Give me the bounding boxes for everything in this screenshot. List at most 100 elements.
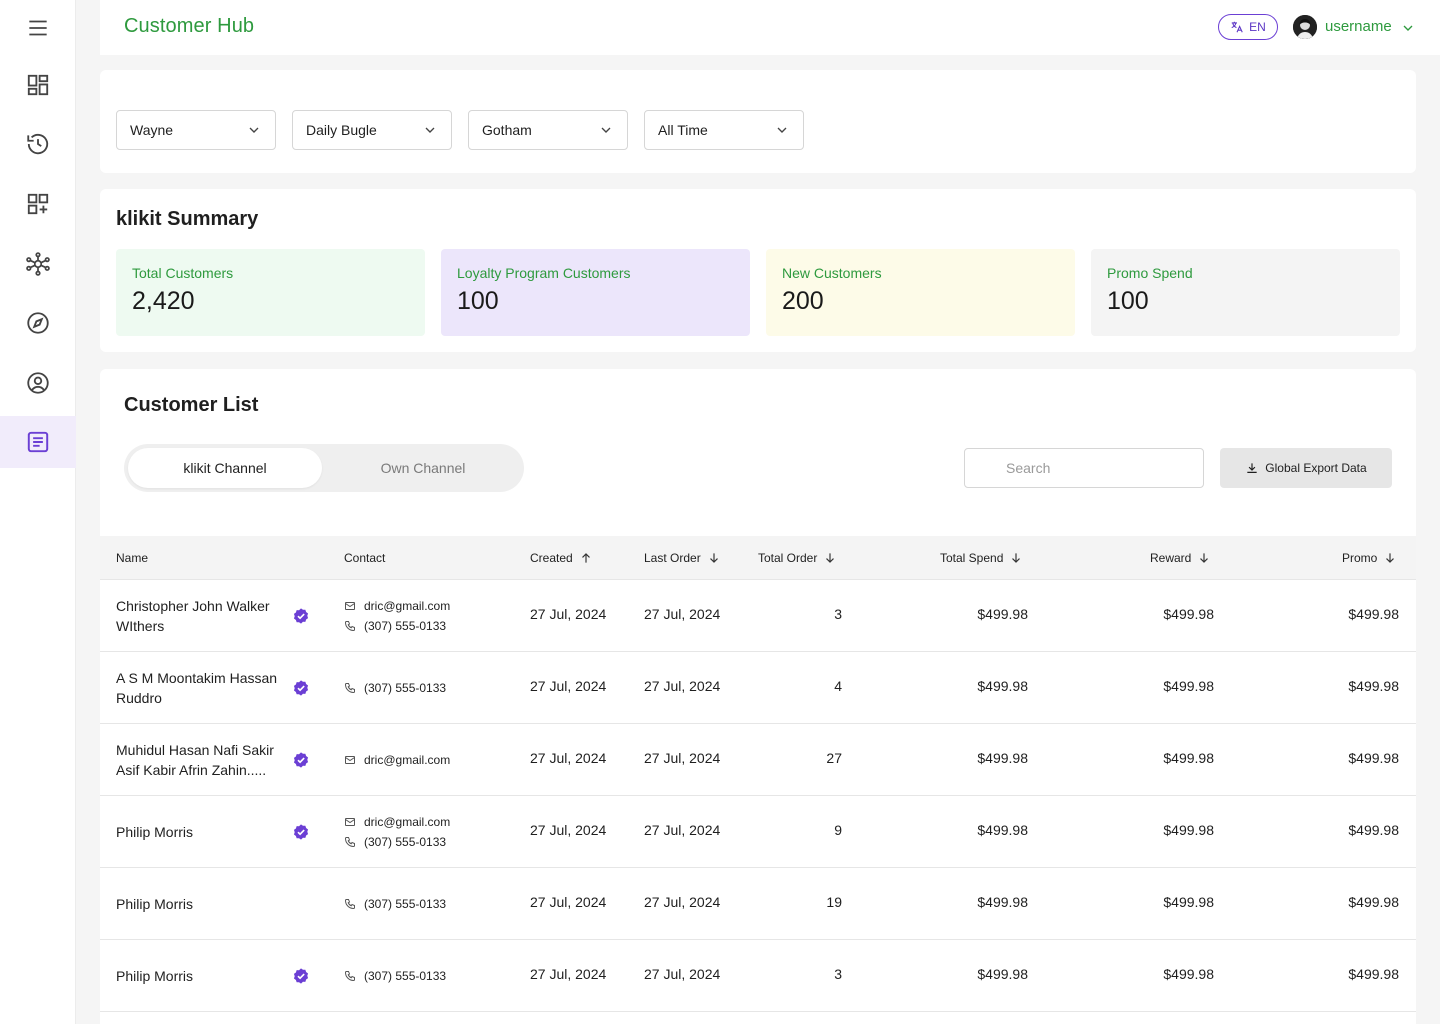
customer-phone: (307) 555-0133	[364, 619, 447, 633]
column-created[interactable]: Created	[530, 536, 593, 580]
stat-new-customers: New Customers 200	[766, 249, 1075, 336]
column-last-order[interactable]: Last Order	[644, 536, 721, 580]
total-spend: $499.98	[977, 750, 1028, 766]
last-order-date: 27 Jul, 2024	[644, 894, 721, 910]
customer-phone: (307) 555-0133	[364, 897, 447, 911]
column-label: Name	[116, 551, 149, 565]
menu-toggle-button[interactable]	[0, 2, 76, 54]
phone-icon	[344, 621, 355, 632]
customer-contact: dric@gmail.com	[344, 750, 450, 770]
contact-line: (307) 555-0133	[344, 894, 446, 914]
chevron-down-icon	[249, 127, 259, 133]
column-reward[interactable]: Reward	[1150, 536, 1211, 580]
created-date: 27 Jul, 2024	[530, 966, 607, 982]
total-spend: $499.98	[977, 822, 1028, 838]
total-order: 19	[826, 894, 842, 910]
tab-own-channel[interactable]: Own Channel	[380, 460, 466, 476]
username[interactable]: username	[1325, 18, 1392, 35]
created-date: 27 Jul, 2024	[530, 750, 607, 766]
export-label: Global Export Data	[1265, 461, 1367, 475]
topbar: Customer Hub EN username	[100, 0, 1440, 55]
table-row[interactable]: Muhidul Hasan Nafi Sakir Asif Kabir Afri…	[100, 724, 1416, 796]
reward: $499.98	[1163, 822, 1214, 838]
promo: $499.98	[1348, 822, 1399, 838]
mail-icon	[345, 602, 355, 610]
total-order: 3	[834, 966, 842, 982]
dashboard-icon	[27, 74, 49, 96]
last-order-date: 27 Jul, 2024	[644, 750, 721, 766]
sidebar-item-history[interactable]	[0, 118, 76, 170]
language-switcher[interactable]: EN	[1218, 14, 1278, 40]
total-spend: $499.98	[977, 966, 1028, 982]
summary-title: klikit Summary	[116, 208, 259, 230]
table-row[interactable]: Philip Morris (307) 555-0133 27 Jul, 2024 2…	[100, 868, 1416, 940]
column-promo[interactable]: Promo	[1342, 536, 1397, 580]
summary-card: klikit Summary Total Customers 2,420 Loy…	[100, 189, 1416, 352]
brand-filter-select[interactable]: Wayne	[116, 110, 276, 150]
download-icon	[1247, 463, 1257, 473]
customer-phone: (307) 555-0133	[364, 835, 447, 849]
channel-tabs: klikit Channel Own Channel	[124, 444, 524, 492]
column-label: Created	[530, 551, 573, 565]
created-date: 27 Jul, 2024	[530, 678, 607, 694]
sidebar-item-profile[interactable]	[0, 357, 76, 409]
customer-contact: (307) 555-0133	[344, 966, 446, 986]
business-filter-select[interactable]: Daily Bugle	[292, 110, 452, 150]
column-label: Last Order	[644, 551, 701, 565]
phone-icon	[344, 837, 355, 848]
tab-klikit-channel[interactable]: klikit Channel	[128, 448, 322, 488]
promo: $499.98	[1348, 966, 1399, 982]
customer-phone: (307) 555-0133	[364, 969, 447, 983]
user-circle-icon	[27, 372, 49, 394]
avatar[interactable]	[1293, 15, 1317, 39]
global-export-button[interactable]: Global Export Data	[1220, 448, 1392, 488]
column-total-spend[interactable]: Total Spend	[940, 536, 1023, 580]
reward: $499.98	[1163, 894, 1214, 910]
mail-icon	[345, 818, 355, 826]
search-input[interactable]: Search	[964, 448, 1204, 488]
column-label: Reward	[1150, 551, 1192, 565]
customer-name: Philip Morris	[116, 824, 194, 840]
table-row[interactable]: Philip Morris dric@gmail.com (307) 555-013…	[100, 796, 1416, 868]
phone-icon	[344, 683, 355, 694]
created-date: 27 Jul, 2024	[530, 606, 607, 622]
date-range-filter-select[interactable]: All Time	[644, 110, 804, 150]
column-total-order[interactable]: Total Order	[758, 536, 837, 580]
table-row[interactable]: A S M Moontakim Hassan Ruddro (307) 555-0…	[100, 652, 1416, 724]
arrow-down-icon	[709, 553, 718, 563]
sidebar-item-explore[interactable]	[0, 297, 76, 349]
created-date: 27 Jul, 2024	[530, 894, 607, 910]
customer-list-card: Customer List klikit Channel Own Channel…	[100, 369, 1416, 1024]
stat-value: 100	[1107, 287, 1149, 315]
contact-line: (307) 555-0133	[344, 678, 446, 698]
customer-contact: (307) 555-0133	[344, 678, 446, 698]
stat-value: 2,420	[132, 287, 195, 315]
total-spend: $499.98	[977, 894, 1028, 910]
total-spend: $499.98	[977, 678, 1028, 694]
location-filter-select[interactable]: Gotham	[468, 110, 628, 150]
translate-icon	[1231, 21, 1243, 33]
stat-label: Total Customers	[132, 265, 234, 281]
table-row[interactable]: Philip Morris (307) 555-0133 27 Jul, 2024 2…	[100, 940, 1416, 1012]
app-title: Customer Hub	[124, 15, 255, 37]
verified-badge-icon	[293, 608, 309, 624]
phone-icon	[344, 899, 355, 910]
sidebar-item-customers[interactable]	[0, 416, 76, 468]
reward: $499.98	[1163, 750, 1214, 766]
customer-name: Philip Morris	[116, 968, 194, 984]
customer-email: dric@gmail.com	[364, 753, 451, 767]
column-contact: Contact	[344, 536, 385, 580]
mail-icon	[345, 756, 355, 764]
verified-badge-icon	[293, 680, 309, 696]
verified-badge-icon	[293, 968, 309, 984]
total-spend: $499.98	[977, 606, 1028, 622]
sidebar-item-dashboard[interactable]	[0, 59, 76, 111]
contact-line: dric@gmail.com	[344, 812, 450, 832]
stat-total-customers: Total Customers 2,420	[116, 249, 425, 336]
reward: $499.98	[1163, 606, 1214, 622]
sidebar-item-integrations[interactable]	[0, 238, 76, 290]
sidebar-item-add-widget[interactable]	[0, 178, 76, 230]
chevron-down-icon[interactable]	[1400, 20, 1416, 36]
list-document-icon	[27, 431, 49, 453]
table-row[interactable]: Christopher John Walker WIthers dric@gmai…	[100, 580, 1416, 652]
